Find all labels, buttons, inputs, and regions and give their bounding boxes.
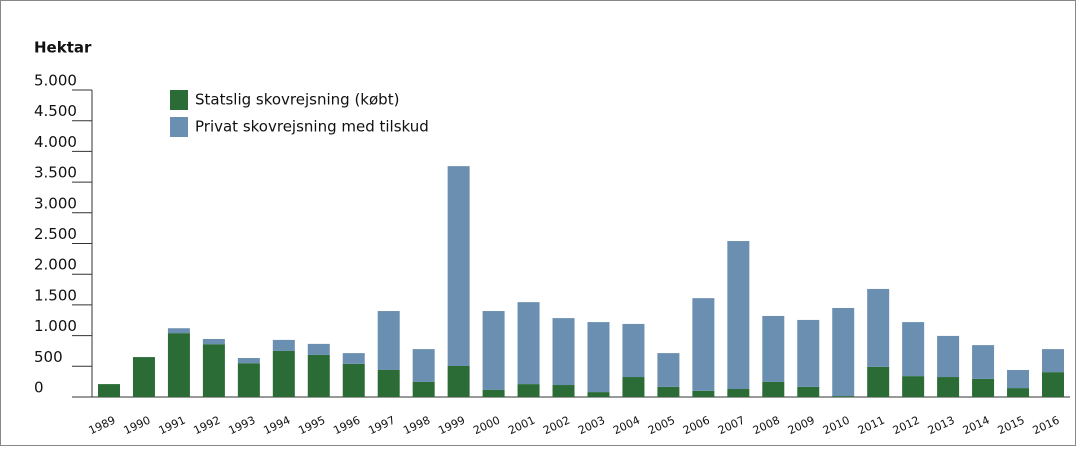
bar-segment bbox=[307, 343, 330, 355]
bar-segment bbox=[797, 386, 820, 397]
x-tick-label: 2014 bbox=[961, 414, 992, 438]
bar-segment bbox=[237, 358, 260, 364]
bar-segment bbox=[447, 365, 470, 397]
bar-segment bbox=[867, 366, 890, 397]
y-tick-label: 2.500 bbox=[34, 225, 77, 243]
x-tick-label: 2007 bbox=[716, 414, 747, 438]
bar-segment bbox=[412, 381, 435, 397]
legend-swatch bbox=[170, 90, 188, 110]
x-tick-label: 2003 bbox=[576, 414, 607, 438]
bar-segment bbox=[797, 319, 820, 387]
bar-segment bbox=[587, 322, 610, 393]
legend-label: Privat skovrejsning med tilskud bbox=[195, 118, 429, 136]
bar-segment bbox=[552, 385, 575, 397]
bar-segment bbox=[727, 241, 750, 390]
y-tick-label: 500 bbox=[34, 348, 63, 366]
x-tick-label: 1992 bbox=[192, 414, 223, 438]
x-tick-label: 2013 bbox=[926, 414, 957, 438]
x-tick-label: 2002 bbox=[541, 414, 572, 438]
bar-segment bbox=[552, 318, 575, 386]
bar-segment bbox=[622, 323, 645, 378]
bar-segment bbox=[727, 389, 750, 397]
bar-segment bbox=[132, 357, 155, 397]
bar-segment bbox=[447, 166, 470, 366]
bar-segment bbox=[377, 311, 400, 370]
y-tick-label: 3.500 bbox=[34, 164, 77, 182]
legend-label: Statslig skovrejsning (købt) bbox=[195, 91, 399, 109]
bar-segment bbox=[1007, 388, 1030, 397]
x-tick-label: 1998 bbox=[401, 414, 432, 438]
bar-segment bbox=[377, 369, 400, 397]
y-tick-label: 4.500 bbox=[34, 102, 77, 120]
x-tick-label: 2004 bbox=[611, 414, 642, 438]
bar-segment bbox=[762, 381, 785, 397]
y-tick-label: 1.000 bbox=[34, 317, 77, 335]
x-tick-label: 2006 bbox=[681, 414, 712, 438]
bar-segment bbox=[692, 298, 715, 391]
bar-segment bbox=[1007, 369, 1030, 389]
x-tick-label: 1989 bbox=[87, 414, 118, 438]
bar-segment bbox=[972, 345, 995, 379]
bar-segment bbox=[237, 363, 260, 397]
y-tick-label: 4.000 bbox=[34, 133, 77, 151]
bar-segment bbox=[272, 339, 295, 351]
y-tick-label: 1.500 bbox=[34, 286, 77, 304]
bar-segment bbox=[167, 333, 190, 397]
bar-segment bbox=[832, 396, 855, 397]
x-tick-label: 2015 bbox=[996, 414, 1027, 438]
y-tick-label: 3.000 bbox=[34, 194, 77, 212]
x-tick-label: 2008 bbox=[751, 414, 782, 438]
x-tick-label: 2000 bbox=[471, 414, 502, 438]
x-tick-label: 2016 bbox=[1031, 414, 1062, 438]
x-tick-label: 2009 bbox=[786, 414, 817, 438]
bar-segment bbox=[202, 338, 225, 345]
y-axis-title: Hektar bbox=[34, 39, 92, 57]
bar-segment bbox=[832, 307, 855, 397]
bar-segment bbox=[937, 377, 960, 397]
bar-segment bbox=[342, 363, 365, 397]
bar-segment bbox=[482, 311, 505, 390]
x-tick-label: 2001 bbox=[506, 414, 537, 438]
bar-segment bbox=[1042, 349, 1064, 373]
bar-segment bbox=[167, 328, 190, 334]
bar-segment bbox=[517, 302, 540, 385]
bar-segment bbox=[972, 378, 995, 397]
bar-segment bbox=[622, 377, 645, 397]
x-tick-label: 2005 bbox=[646, 414, 677, 438]
bar-segment bbox=[657, 386, 680, 397]
bar-segment bbox=[587, 392, 610, 397]
y-tick-label: 0 bbox=[34, 379, 44, 397]
y-tick-label: 5.000 bbox=[34, 72, 77, 90]
x-tick-label: 2011 bbox=[856, 414, 887, 438]
y-tick-label: 2.000 bbox=[34, 256, 77, 274]
x-tick-label: 1999 bbox=[436, 414, 467, 438]
bar-segment bbox=[482, 389, 505, 397]
x-tick-label: 2012 bbox=[891, 414, 922, 438]
x-tick-label: 1990 bbox=[122, 414, 153, 438]
bar-segment bbox=[762, 315, 785, 382]
bar-segment bbox=[517, 384, 540, 397]
bar-segment bbox=[342, 353, 365, 364]
x-tick-label: 1994 bbox=[261, 414, 292, 438]
x-tick-label: 1997 bbox=[366, 414, 397, 438]
bar-segment bbox=[202, 344, 225, 397]
bar-segment bbox=[867, 288, 890, 367]
bar-segment bbox=[902, 376, 925, 397]
bar-segment bbox=[272, 350, 295, 397]
legend-swatch bbox=[170, 117, 188, 137]
x-tick-label: 2010 bbox=[821, 414, 852, 438]
x-tick-label: 1995 bbox=[296, 414, 327, 438]
bar-segment bbox=[902, 322, 925, 377]
bar-segment bbox=[657, 353, 680, 387]
x-tick-label: 1993 bbox=[227, 414, 258, 438]
bar-segment bbox=[307, 354, 330, 397]
x-tick-label: 1996 bbox=[331, 414, 362, 438]
bar-segment bbox=[98, 384, 120, 397]
x-tick-label: 1991 bbox=[157, 414, 188, 438]
bar-segment bbox=[937, 335, 960, 378]
bar-segment bbox=[1042, 372, 1064, 397]
bar-segment bbox=[412, 349, 435, 382]
bar-segment bbox=[692, 390, 715, 397]
